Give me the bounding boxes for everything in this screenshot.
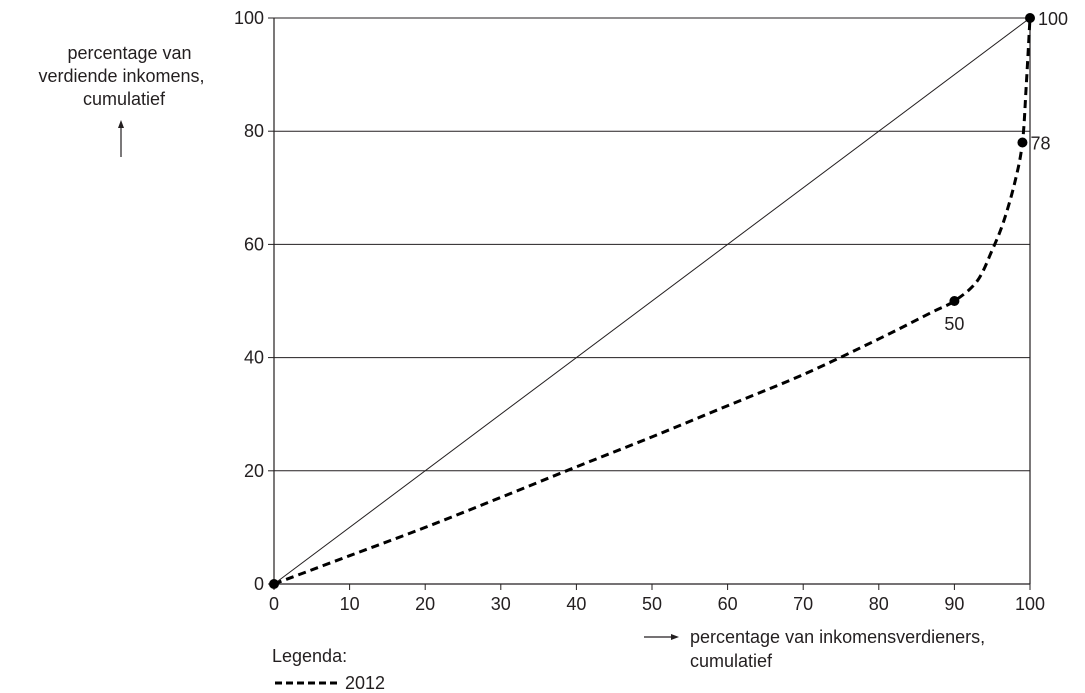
x-tick-label-30: 30: [491, 594, 511, 614]
y-axis-label: percentage van verdiende inkomens, cumul…: [38, 43, 209, 109]
y-tick-labels: 0 20 40 60 80 100: [234, 8, 274, 594]
grid-lines: [274, 17, 1030, 472]
y-tick-label-20: 20: [244, 461, 264, 481]
x-tick-label-50: 50: [642, 594, 662, 614]
y-axis-label-arrow: [118, 120, 124, 157]
data-label-50: 50: [944, 314, 964, 334]
x-axis-label: percentage van inkomensverdieners, cumul…: [690, 627, 990, 671]
y-tick-label-60: 60: [244, 234, 264, 254]
legend: Legenda: 2012: [272, 646, 385, 693]
x-tick-labels: 0 10 20 30 40 50 60 70 80 90 100: [269, 584, 1045, 614]
legend-entry-label: 2012: [345, 673, 385, 693]
y-axis-label-line-3: cumulatief: [83, 89, 166, 109]
marker-point-100-100: [1025, 13, 1035, 23]
y-tick-label-100: 100: [234, 8, 264, 28]
legend-title: Legenda:: [272, 646, 347, 666]
x-tick-label-90: 90: [944, 594, 964, 614]
x-tick-label-100: 100: [1015, 594, 1045, 614]
x-axis-label-arrow: [644, 634, 679, 640]
x-tick-label-60: 60: [718, 594, 738, 614]
y-tick-label-0: 0: [254, 574, 264, 594]
data-label-78: 78: [1030, 134, 1050, 154]
y-tick-label-80: 80: [244, 121, 264, 141]
marker-point-0-0: [269, 579, 279, 589]
marker-layer: 50 78 100: [269, 9, 1068, 589]
x-tick-label-0: 0: [269, 594, 279, 614]
data-label-100: 100: [1038, 9, 1068, 29]
x-tick-label-70: 70: [793, 594, 813, 614]
marker-point-99-78: [1017, 137, 1028, 148]
x-tick-label-40: 40: [566, 594, 586, 614]
marker-point-90-50: [949, 296, 960, 306]
y-tick-label-40: 40: [244, 348, 264, 368]
x-tick-label-10: 10: [340, 594, 360, 614]
x-tick-label-80: 80: [869, 594, 889, 614]
y-axis-label-line-2: verdiende inkomens,: [38, 66, 204, 86]
x-axis-label-line-1: percentage van inkomensverdieners,: [690, 627, 985, 647]
equality-diagonal-line: [273, 17, 1031, 585]
series-2012-line: [273, 17, 1032, 586]
y-axis-label-line-1: percentage van: [67, 43, 191, 63]
series-layer: [273, 17, 1032, 586]
x-axis-label-line-2: cumulatief: [690, 651, 773, 671]
x-tick-label-20: 20: [415, 594, 435, 614]
